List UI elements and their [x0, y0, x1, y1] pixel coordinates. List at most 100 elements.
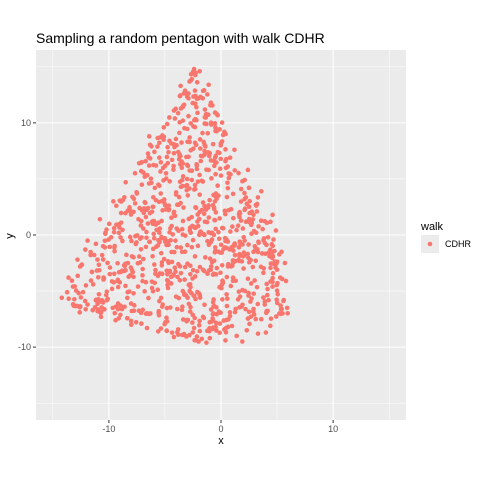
data-point	[115, 306, 121, 312]
data-point	[139, 321, 144, 326]
data-point	[149, 285, 155, 291]
data-point	[264, 308, 269, 314]
data-point	[250, 217, 256, 222]
data-point	[205, 92, 210, 97]
data-point	[237, 209, 242, 215]
data-point	[213, 128, 218, 134]
data-point	[260, 226, 265, 232]
data-point	[213, 125, 218, 130]
data-point	[184, 126, 190, 132]
data-point	[164, 315, 169, 320]
data-point	[100, 257, 106, 262]
data-point	[78, 295, 84, 300]
data-point	[283, 278, 289, 284]
data-point	[261, 236, 267, 241]
data-point	[154, 227, 159, 233]
data-point	[224, 237, 229, 242]
data-point	[238, 199, 244, 204]
data-point	[161, 125, 167, 130]
data-point	[118, 235, 123, 240]
data-point	[157, 183, 162, 189]
data-point	[191, 146, 196, 151]
data-point	[233, 278, 239, 284]
data-point	[180, 218, 186, 224]
data-point	[140, 266, 145, 272]
data-point	[245, 251, 251, 257]
data-point	[91, 252, 97, 258]
data-point	[269, 255, 275, 261]
data-point	[122, 263, 128, 269]
data-point	[112, 310, 118, 316]
data-point	[157, 155, 162, 160]
data-point	[136, 308, 142, 314]
data-point	[234, 333, 239, 339]
data-point	[178, 184, 184, 190]
data-point	[175, 327, 181, 332]
data-point	[227, 155, 233, 160]
data-point	[102, 245, 108, 250]
data-point	[192, 124, 198, 130]
y-tick-label: -10	[18, 342, 31, 352]
data-point	[192, 140, 198, 146]
y-tick-label: 10	[21, 118, 31, 128]
data-point	[206, 153, 212, 159]
data-point	[219, 250, 225, 255]
data-point	[208, 267, 214, 273]
data-point	[273, 228, 279, 233]
data-point	[164, 268, 170, 274]
data-point	[175, 110, 181, 116]
data-point	[190, 267, 196, 273]
data-point	[166, 242, 171, 248]
data-point	[235, 223, 241, 228]
data-point	[207, 197, 212, 203]
data-point	[128, 318, 134, 324]
data-point	[83, 247, 88, 252]
data-point	[128, 301, 134, 306]
data-point	[151, 231, 157, 237]
data-point	[178, 270, 184, 276]
data-point	[219, 120, 225, 125]
data-point	[214, 160, 219, 165]
data-point	[145, 221, 151, 226]
data-point	[213, 171, 218, 177]
data-point	[189, 214, 195, 220]
data-point	[210, 311, 216, 317]
data-point	[277, 252, 282, 257]
data-point	[187, 228, 193, 233]
data-point	[240, 302, 245, 308]
data-point	[162, 201, 167, 206]
data-point	[198, 146, 203, 151]
data-point	[107, 271, 113, 277]
data-point	[147, 156, 153, 161]
data-point	[197, 264, 203, 270]
data-point	[180, 304, 185, 310]
data-point	[179, 165, 185, 171]
data-point	[178, 93, 183, 98]
data-point	[114, 203, 119, 209]
data-point	[270, 212, 275, 218]
data-point	[144, 325, 150, 331]
data-point	[230, 191, 236, 197]
data-point	[205, 238, 210, 244]
data-point	[174, 244, 180, 250]
data-point	[178, 106, 184, 111]
data-point	[145, 151, 151, 156]
data-point	[224, 303, 230, 309]
data-point	[262, 299, 268, 304]
data-point	[245, 316, 251, 321]
data-point	[202, 148, 207, 154]
data-point	[165, 285, 171, 291]
data-point	[116, 316, 122, 321]
data-point	[155, 144, 160, 149]
data-point	[211, 271, 217, 277]
data-point	[154, 244, 159, 249]
data-point	[264, 281, 270, 287]
data-point	[161, 178, 166, 183]
data-point	[226, 175, 232, 181]
data-point	[177, 264, 183, 269]
data-point	[256, 224, 261, 229]
data-point	[164, 121, 170, 127]
data-point	[166, 149, 171, 155]
data-point	[205, 150, 211, 155]
data-point	[200, 88, 206, 94]
